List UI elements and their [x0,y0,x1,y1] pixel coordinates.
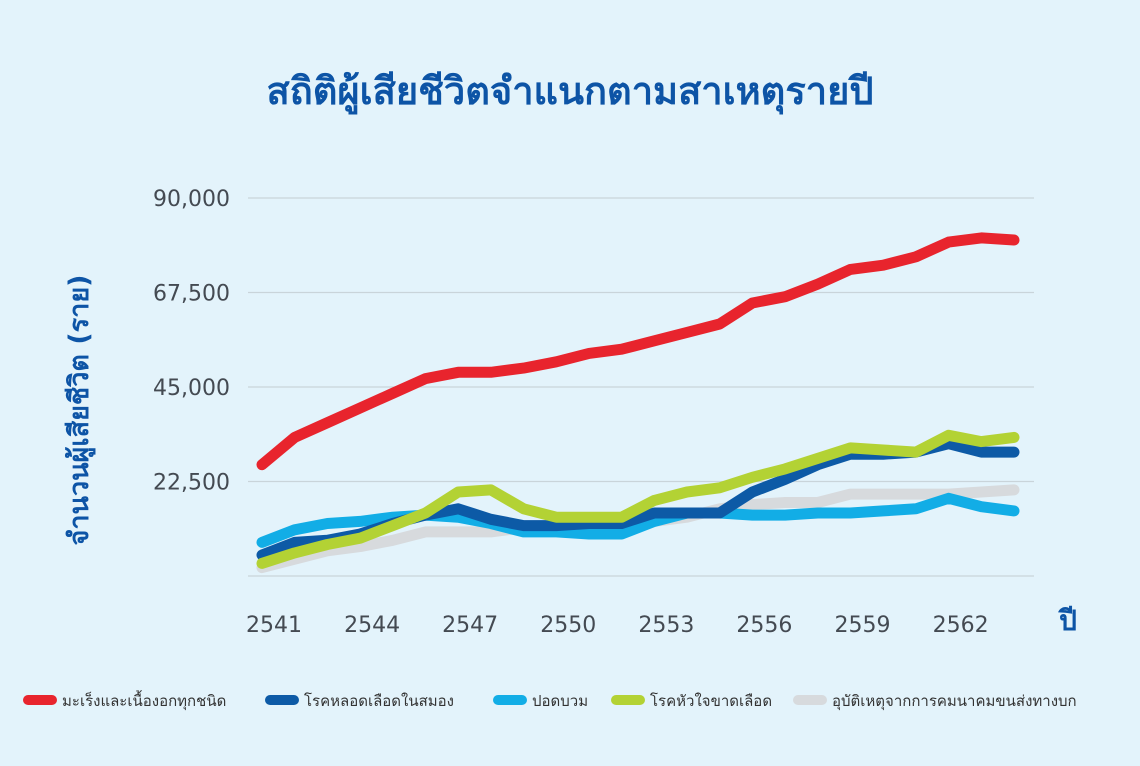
series-lines [256,232,1020,574]
series-line [256,232,1020,471]
gridlines [248,197,1034,577]
y-tick-label: 67,500 [153,282,230,307]
x-axis-ticks: 2541 2544 2547 2550 2553 2556 2559 2562 [246,613,989,638]
x-tick-label: 2550 [540,613,596,638]
y-axis-label: จำนวนผู้เสียชีวิต (ราย) [64,275,96,546]
series-line [256,492,1020,548]
legend: มะเร็งและเนื้องอกทุกชนิด โรคหลอดเลือดในสม… [23,690,1077,711]
series-line [256,429,1020,569]
y-tick-label: 22,500 [153,471,230,496]
x-tick-label: 2541 [246,613,302,638]
y-axis-ticks: 22,500 45,000 67,500 90,000 [153,187,230,496]
x-tick-label: 2562 [933,613,989,638]
y-tick-label: 45,000 [153,376,230,401]
legend-label: ปอดบวม [532,692,588,710]
x-tick-label: 2544 [344,613,400,638]
chart-title: สถิติผู้เสียชีวิตจำแนกตามสาเหตุรายปี [267,69,874,115]
x-tick-label: 2556 [736,613,792,638]
legend-label: โรคหัวใจขาดเลือด [650,692,772,710]
legend-label: อุบัติเหตุจากการคมนาคมขนส่งทางบก [832,692,1077,711]
y-tick-label: 90,000 [153,187,230,212]
x-tick-label: 2547 [442,613,498,638]
legend-label: โรคหลอดเลือดในสมอง [304,692,454,710]
x-axis-label: ปี [1057,604,1077,637]
legend-label: มะเร็งและเนื้องอกทุกชนิด [62,690,226,711]
x-tick-label: 2553 [638,613,694,638]
x-tick-label: 2559 [835,613,891,638]
